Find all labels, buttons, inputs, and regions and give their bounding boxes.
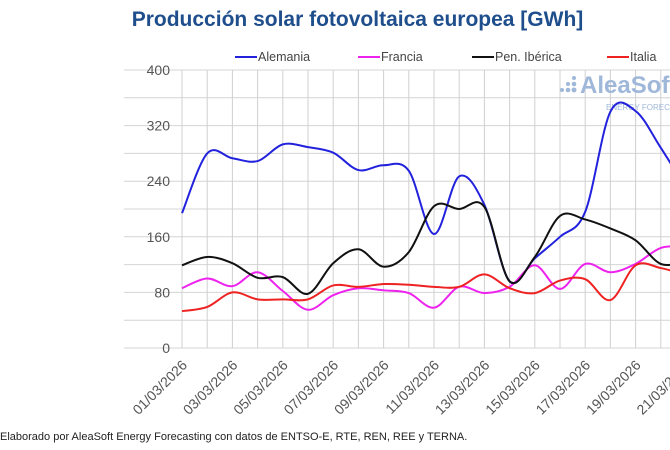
y-tick-label: 320 xyxy=(147,118,171,134)
legend-label-alemania: Alemania xyxy=(258,50,310,64)
aleasoft-logo-dots-icon xyxy=(560,76,577,93)
watermark-name: AleaSoft xyxy=(580,72,670,99)
axis-ticks: 08016024032040001/03/202603/03/202605/03… xyxy=(129,62,670,418)
series-line-alemania xyxy=(181,101,670,285)
series-line-francia xyxy=(181,245,670,311)
series-line-italia xyxy=(181,262,670,313)
series-lines xyxy=(181,101,670,313)
legend-label-italia: Italia xyxy=(630,50,656,64)
y-tick-label: 80 xyxy=(154,284,170,300)
y-tick-label: 240 xyxy=(147,173,171,189)
x-tick-label: 09/03/2026 xyxy=(331,357,392,418)
y-tick-label: 0 xyxy=(162,340,170,356)
y-tick-label: 400 xyxy=(147,62,171,78)
grid xyxy=(124,69,670,349)
series-line-pen-ib-rica xyxy=(181,201,670,295)
legend-label-francia: Francia xyxy=(381,50,423,64)
aleasoft-watermark: AleaSoft ENERGY FORECASTING xyxy=(560,72,670,112)
y-tick-label: 160 xyxy=(147,229,171,245)
watermark-sub: ENERGY FORECASTING xyxy=(606,103,670,112)
footer-source: Elaborado por AleaSoft Energy Forecastin… xyxy=(0,431,468,443)
legend: Alemania Francia Pen. Ibérica Italia xyxy=(235,50,656,64)
legend-label-pen-ib-rica: Pen. Ibérica xyxy=(495,50,562,64)
chart-title: Producción solar fotovoltaica europea [G… xyxy=(131,8,584,31)
